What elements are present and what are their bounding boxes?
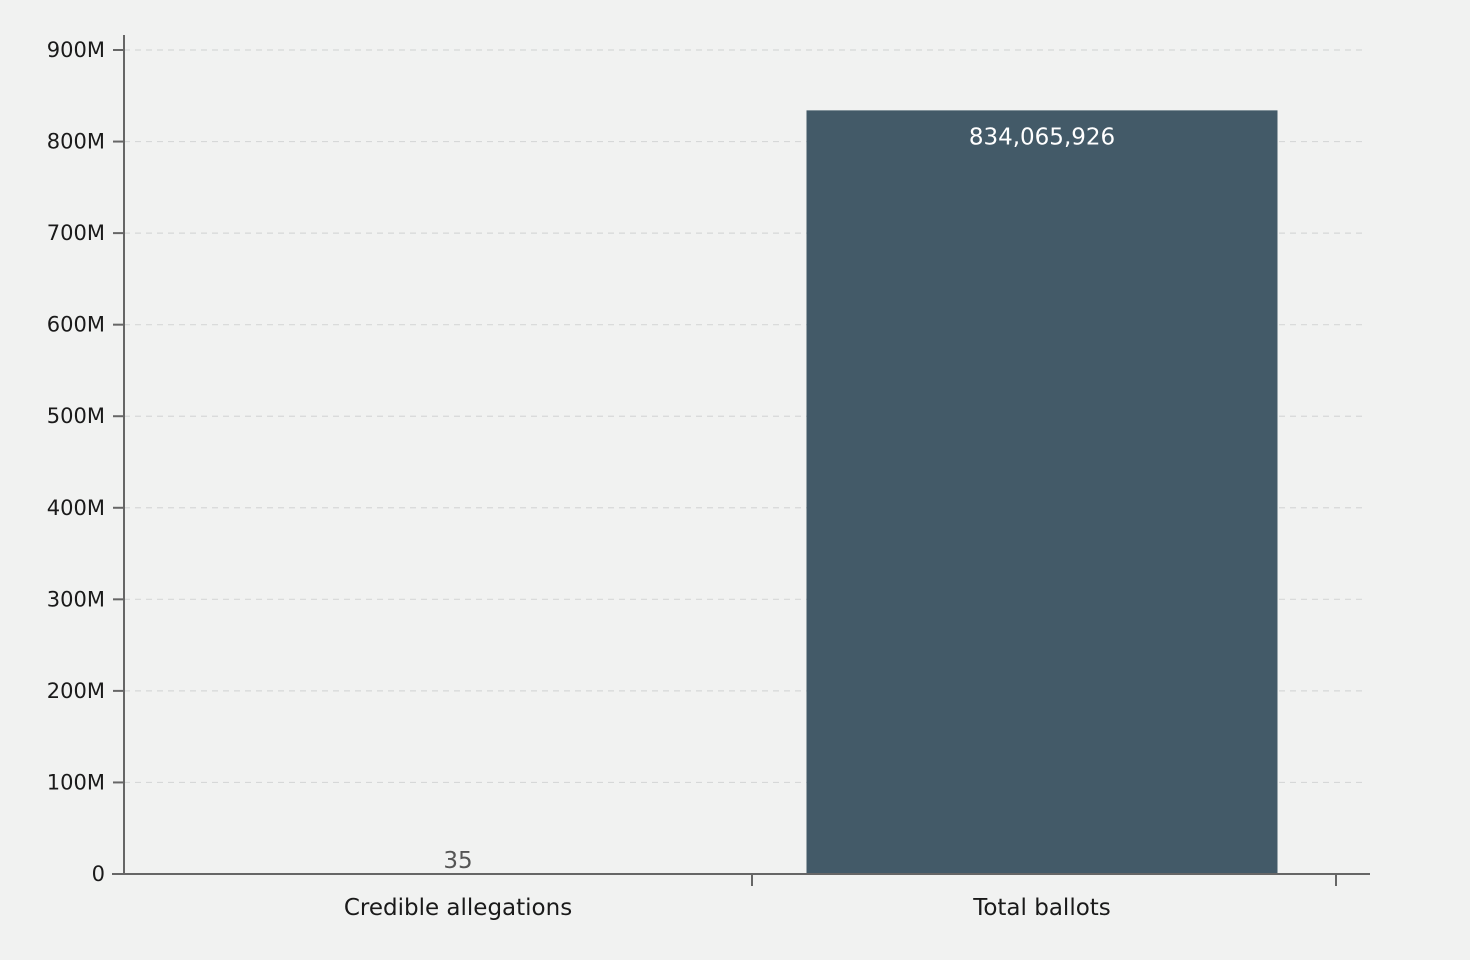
y-tick-label: 500M xyxy=(47,404,105,428)
label-layer: 0 100M 200M 300M 400M 500M 600M 700M 800M 900M Cre… xyxy=(47,38,1115,921)
y-tick-label: 200M xyxy=(47,679,105,703)
data-label: 834,065,926 xyxy=(969,124,1115,150)
bar-layer xyxy=(222,110,1278,874)
bar xyxy=(806,110,1278,874)
y-tick-label: 900M xyxy=(47,38,105,62)
y-tick-label: 400M xyxy=(47,496,105,520)
x-tick-label: Credible allegations xyxy=(344,895,572,921)
y-tick-label: 0 xyxy=(92,862,105,886)
data-label: 35 xyxy=(443,848,472,874)
y-tick-label: 800M xyxy=(47,130,105,154)
y-tick-label: 700M xyxy=(47,221,105,245)
y-tick-label: 100M xyxy=(47,770,105,794)
y-tick-label: 600M xyxy=(47,313,105,337)
y-tick-label: 300M xyxy=(47,587,105,611)
x-tick-label: Total ballots xyxy=(972,895,1111,921)
axis-layer xyxy=(112,35,1370,886)
